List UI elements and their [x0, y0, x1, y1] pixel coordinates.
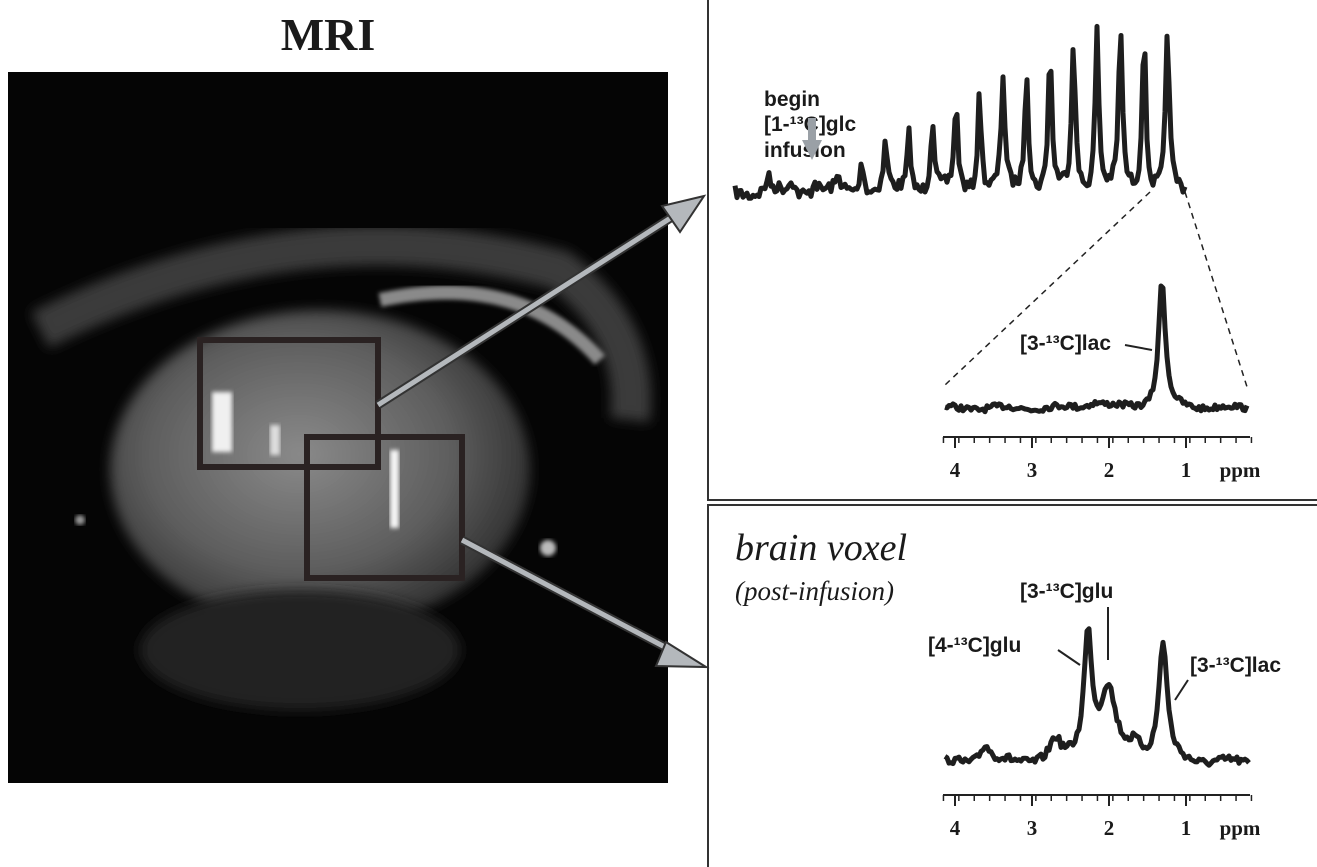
tick-label: 1 [1181, 458, 1192, 482]
tick-label: 2 [1104, 816, 1115, 840]
peak-label: [4-¹³C]glu [928, 634, 1021, 657]
label-leader [1175, 680, 1188, 700]
peak-label: [3-¹³C]lac [1190, 654, 1281, 677]
panel-title: brain voxel [735, 527, 907, 569]
zoom-line [1185, 192, 1248, 390]
tick-label: 2 [1104, 458, 1115, 482]
label-leader [1125, 345, 1152, 350]
label-leader [1058, 650, 1080, 665]
tick-label: 3 [1027, 458, 1038, 482]
mri-image [8, 72, 668, 783]
figure: MRI begin [1-¹³C]glc infusion [3-¹³C]lac… [0, 0, 1317, 867]
zoom-line [945, 192, 1150, 385]
tick-label: 4 [950, 458, 961, 482]
peak-label: [3-¹³C]lac [1020, 332, 1111, 355]
axis-unit: ppm [1220, 816, 1261, 840]
top-panel [708, 0, 1317, 500]
annotation-line: begin [764, 88, 820, 111]
peak-label: [3-¹³C]glu [1020, 580, 1113, 603]
axis-unit: ppm [1220, 458, 1261, 482]
mri-title: MRI [281, 9, 376, 60]
tick-label: 4 [950, 816, 961, 840]
tick-label: 3 [1027, 816, 1038, 840]
panel-subtitle: (post-infusion) [735, 576, 894, 606]
tick-label: 1 [1181, 816, 1192, 840]
